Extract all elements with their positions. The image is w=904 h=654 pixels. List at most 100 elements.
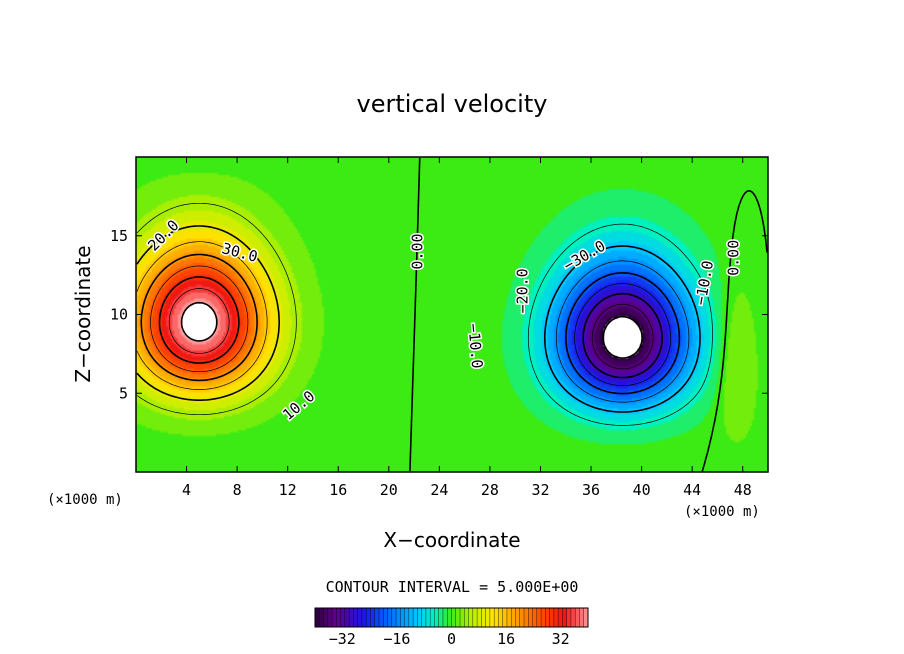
y-axis-ticks: 5 10 15 xyxy=(110,227,768,402)
contour-line xyxy=(582,292,663,379)
colorbar-swatch xyxy=(374,608,380,627)
x-tick-label: 4 xyxy=(182,481,191,499)
colorbar-swatch xyxy=(349,608,354,627)
colorbar-swatch xyxy=(366,608,371,627)
colorbar-swatch xyxy=(315,608,320,627)
y-tick-label: 10 xyxy=(110,306,128,324)
x-tick-label: 28 xyxy=(481,481,499,499)
colorbar-swatch xyxy=(485,608,491,627)
colorbar-swatch xyxy=(391,608,397,627)
colorbar-swatch xyxy=(460,608,465,627)
colorbar-swatch xyxy=(528,608,533,627)
contour-line xyxy=(544,245,701,413)
colorbar-swatch xyxy=(515,608,521,627)
x-tick-label: 12 xyxy=(279,481,297,499)
colorbar-swatch xyxy=(511,608,516,627)
colorbar-swatch xyxy=(524,608,529,627)
velocity-field xyxy=(136,157,768,472)
colorbar-swatch xyxy=(575,608,580,627)
colorbar-swatch xyxy=(421,608,427,627)
colorbar-swatch xyxy=(378,608,384,627)
x-tick-label: 40 xyxy=(633,481,651,499)
contour-line xyxy=(565,272,681,395)
colorbar-swatch xyxy=(327,608,333,627)
contour-line xyxy=(136,202,297,416)
colorbar-swatch xyxy=(494,608,499,627)
x-axis-label: X−coordinate xyxy=(383,528,520,552)
colorbar-swatch xyxy=(387,608,393,627)
colorbar-swatch xyxy=(498,608,504,627)
colorbar-tick-label: 32 xyxy=(552,630,570,648)
colorbar-swatch xyxy=(477,608,482,627)
contour-line xyxy=(180,301,218,342)
colorbar-swatch xyxy=(506,608,512,627)
colorbar-swatch xyxy=(413,608,418,627)
colorbar-swatch xyxy=(468,608,474,627)
colorbar-swatch xyxy=(400,608,405,627)
colorbar-swatch xyxy=(489,608,495,627)
colorbar-swatch xyxy=(502,608,508,627)
x-tick-label: 32 xyxy=(531,481,549,499)
contour-line xyxy=(591,303,654,370)
colorbar-swatch xyxy=(583,608,589,627)
contour-label: 0.00 xyxy=(408,233,426,269)
colorbar-swatch xyxy=(553,608,559,627)
contour-label: −20.0 xyxy=(513,268,531,313)
x-axis-ticks: 4 8 12 16 20 24 28 32 36 40 44 48 xyxy=(182,157,752,499)
contour-line xyxy=(140,253,258,382)
x-tick-label: 48 xyxy=(734,481,752,499)
colorbar-swatch xyxy=(340,608,346,627)
colorbar-swatch xyxy=(336,608,341,627)
colorbar-swatch xyxy=(481,608,487,627)
colorbar-swatch xyxy=(430,608,435,627)
contour-line xyxy=(136,225,280,401)
colorbar-swatch xyxy=(579,608,585,627)
x-tick-label: 8 xyxy=(233,481,242,499)
colorbar-swatch xyxy=(425,608,431,627)
colorbar-tick-label: 16 xyxy=(497,630,515,648)
colorbar-swatch xyxy=(408,608,414,627)
x-tick-label: 44 xyxy=(683,481,701,499)
colorbar-swatch xyxy=(532,608,538,627)
colorbar-swatch xyxy=(541,608,546,627)
colorbar-swatch xyxy=(323,608,329,627)
colorbar-swatch xyxy=(464,608,469,627)
x-tick-label: 24 xyxy=(430,481,448,499)
colorbar-swatch xyxy=(353,608,359,627)
y-tick-label: 5 xyxy=(119,384,128,402)
colorbar-swatch xyxy=(447,608,452,627)
colorbar-tick-label: −16 xyxy=(383,630,410,648)
colorbar-tick-label: −32 xyxy=(329,630,356,648)
colorbar-swatch xyxy=(319,608,324,627)
colorbar-swatch xyxy=(370,608,376,627)
colorbar-swatch xyxy=(442,608,448,627)
colorbar-swatch xyxy=(558,608,563,627)
colorbar-swatch xyxy=(519,608,525,627)
chart-title: vertical velocity xyxy=(357,90,548,118)
x-unit-left: (×1000 m) xyxy=(47,492,123,508)
x-tick-label: 20 xyxy=(380,481,398,499)
contour-lines xyxy=(136,158,768,472)
contour-line xyxy=(555,260,690,403)
colorbar-swatch xyxy=(344,608,350,627)
colorbar-swatch xyxy=(566,608,572,627)
colorbar-swatch xyxy=(451,608,457,627)
x-tick-label: 16 xyxy=(329,481,347,499)
colorbar-swatch xyxy=(383,608,388,627)
colorbar-swatch xyxy=(417,608,423,627)
contour-line xyxy=(158,276,240,364)
colorbar-swatch xyxy=(332,608,337,627)
colorbar-frame xyxy=(314,607,589,628)
colorbar-swatch xyxy=(562,608,568,627)
colorbar-swatch xyxy=(357,608,363,627)
contour-line xyxy=(574,283,672,386)
colorbar-swatch xyxy=(438,608,444,627)
colorbar-swatch xyxy=(404,608,410,627)
contour-line xyxy=(602,315,643,359)
contour-line xyxy=(150,265,249,373)
colorbar-swatch xyxy=(570,608,576,627)
colorbar-tick-label: 0 xyxy=(447,630,456,648)
colorbar-swatch xyxy=(396,608,401,627)
contour-line xyxy=(168,288,230,354)
